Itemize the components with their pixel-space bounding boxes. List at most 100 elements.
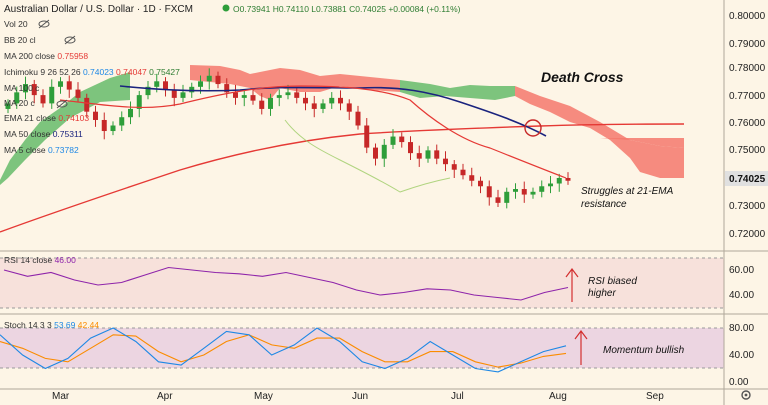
candles[interactable] <box>5 68 571 209</box>
candle-body[interactable] <box>101 119 107 132</box>
candle-body[interactable] <box>198 81 203 87</box>
eye-off-icon[interactable] <box>38 19 50 29</box>
chikou-span-line[interactable] <box>284 119 451 193</box>
candle-body[interactable] <box>408 142 413 154</box>
stoch-arrow <box>574 330 588 365</box>
eye-off-icon[interactable] <box>56 99 68 109</box>
candle-body[interactable] <box>136 95 142 109</box>
candle-body[interactable] <box>521 189 527 195</box>
death-cross-label: Death Cross <box>541 69 624 85</box>
candle-body[interactable] <box>390 136 396 145</box>
legend-vol[interactable]: Vol 20 <box>4 19 28 29</box>
candle-body[interactable] <box>93 111 98 120</box>
candle-body[interactable] <box>75 89 81 98</box>
candle-body[interactable] <box>486 186 492 198</box>
candle-body[interactable] <box>311 103 317 109</box>
candle-body[interactable] <box>276 95 282 98</box>
market-status-dot <box>222 4 230 12</box>
candle-body[interactable] <box>224 84 230 93</box>
candle-body[interactable] <box>495 197 501 203</box>
candle-body[interactable] <box>539 186 545 192</box>
price-tick: 0.75000 <box>729 145 766 156</box>
candle-body[interactable] <box>469 175 475 181</box>
candle-body[interactable] <box>329 97 335 104</box>
candle-body[interactable] <box>338 97 343 104</box>
candle-body[interactable] <box>40 95 46 104</box>
price-tick: 0.78000 <box>729 63 766 74</box>
candle-body[interactable] <box>58 81 63 87</box>
candle-body[interactable] <box>504 191 510 203</box>
legend-bb[interactable]: BB 20 cl <box>4 35 36 45</box>
legend-ichimoku[interactable]: Ichimoku 9 26 52 26 0.74023 0.74047 0.75… <box>4 67 180 77</box>
ma50-line[interactable] <box>119 85 547 137</box>
candle-body[interactable] <box>163 81 168 90</box>
time-axis[interactable]: Mar Apr May Jun Jul Aug Sep <box>52 391 664 402</box>
candle-body[interactable] <box>145 86 151 96</box>
candle-body[interactable] <box>154 81 160 87</box>
candle-body[interactable] <box>259 100 265 109</box>
candle-body[interactable] <box>241 95 247 98</box>
candle-body[interactable] <box>303 97 308 104</box>
rsi-line[interactable] <box>3 266 569 301</box>
candle-body[interactable] <box>189 86 195 93</box>
legend-ema21[interactable]: EMA 21 close 0.74103 <box>4 113 89 123</box>
rsi-legend[interactable]: RSI 14 close 46.00 <box>4 255 76 265</box>
price-axis[interactable] <box>724 0 768 405</box>
legend-ma5[interactable]: MA 5 close 0.73782 <box>4 145 79 155</box>
candle-body[interactable] <box>215 75 221 85</box>
ma200-line[interactable] <box>0 123 685 233</box>
candle-body[interactable] <box>565 177 571 181</box>
candle-body[interactable] <box>233 92 238 98</box>
candle-body[interactable] <box>346 103 352 112</box>
candle-body[interactable] <box>23 84 28 93</box>
candle-body[interactable] <box>451 164 457 170</box>
candle-body[interactable] <box>206 75 212 82</box>
candle-body[interactable] <box>434 150 440 159</box>
candle-body[interactable] <box>381 144 387 159</box>
legend-ma200[interactable]: MA 200 close 0.75958 <box>4 51 88 61</box>
candle-body[interactable] <box>460 169 466 176</box>
candle-body[interactable] <box>66 81 72 90</box>
legend-hidden-ma100[interactable]: MA 100 c <box>4 83 40 93</box>
candle-body[interactable] <box>31 84 37 96</box>
candle-body[interactable] <box>478 180 483 187</box>
candle-body[interactable] <box>548 183 553 187</box>
stoch-legend[interactable]: Stoch 14 3 3 53.69 42.44 <box>4 320 99 330</box>
symbol-title[interactable]: Australian Dollar / U.S. Dollar · 1D · F… <box>4 4 193 15</box>
candle-body[interactable] <box>84 97 90 112</box>
cloud-red-future-top <box>600 138 684 148</box>
stoch-d-line[interactable] <box>0 334 567 368</box>
candle-body[interactable] <box>250 95 256 101</box>
candle-body[interactable] <box>49 86 55 104</box>
legend[interactable]: Vol 20 BB 20 cl MA 200 close 0.75958 Ich… <box>4 19 180 155</box>
candle-body[interactable] <box>364 125 370 148</box>
ema21-line[interactable] <box>59 85 567 179</box>
legend-hidden-ma20[interactable]: MA 20 c <box>4 98 35 108</box>
candle-body[interactable] <box>119 117 125 126</box>
candle-body[interactable] <box>355 111 361 126</box>
candle-body[interactable] <box>416 153 422 159</box>
cloud-green-left <box>0 72 130 185</box>
candle-body[interactable] <box>268 97 273 109</box>
candle-body[interactable] <box>285 92 291 96</box>
candle-body[interactable] <box>5 103 11 109</box>
stoch-k-line[interactable] <box>0 327 567 373</box>
candle-body[interactable] <box>443 158 448 165</box>
candle-body[interactable] <box>513 189 518 192</box>
candle-body[interactable] <box>320 103 326 109</box>
eye-off-icon[interactable] <box>64 35 76 45</box>
candle-body[interactable] <box>556 177 562 184</box>
candle-body[interactable] <box>373 147 378 159</box>
candle-body[interactable] <box>180 92 186 98</box>
settings-gear-icon[interactable] <box>741 390 751 400</box>
candle-body[interactable] <box>530 191 536 195</box>
candle-body[interactable] <box>294 92 300 98</box>
candle-body[interactable] <box>14 92 20 104</box>
candle-body[interactable] <box>399 136 405 143</box>
candle-body[interactable] <box>171 89 177 98</box>
candle-body[interactable] <box>425 150 431 159</box>
legend-ma50[interactable]: MA 50 close 0.75311 <box>4 129 83 139</box>
candle-body[interactable] <box>128 108 133 118</box>
candle-body[interactable] <box>110 125 116 132</box>
